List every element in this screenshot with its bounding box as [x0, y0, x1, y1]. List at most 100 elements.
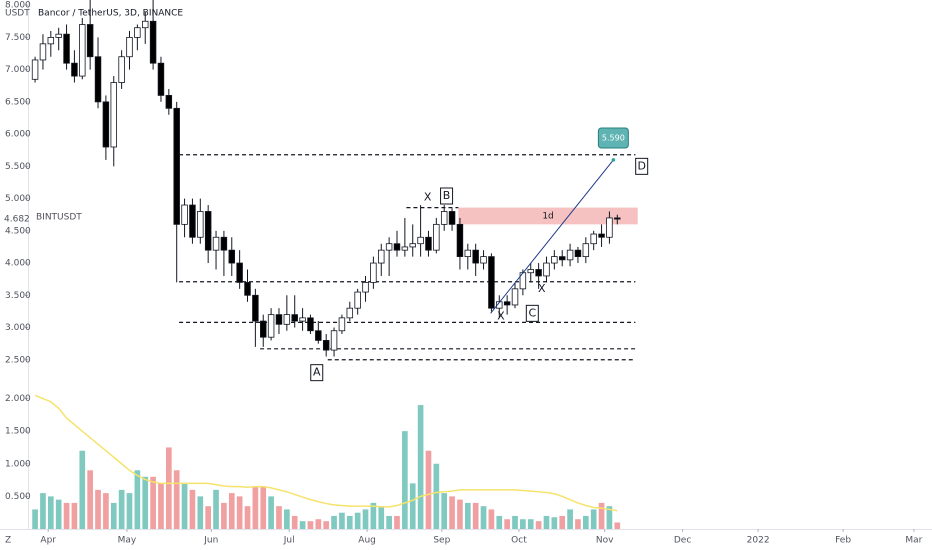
candle-body	[425, 236, 432, 251]
volume-bar	[299, 521, 306, 529]
volume-bar	[520, 519, 526, 529]
volume-bar	[142, 476, 149, 529]
symbol-label: BINTUSDT	[36, 213, 82, 223]
candle-body	[338, 317, 346, 332]
candle-body	[181, 204, 188, 225]
volume-bar	[425, 450, 432, 529]
x-tick-label: May	[118, 536, 137, 546]
candle-body	[511, 288, 519, 306]
candle-body	[378, 249, 385, 264]
volume-bar	[213, 489, 219, 529]
candle-body	[244, 281, 251, 296]
volume-bar	[441, 493, 448, 529]
candle-body	[606, 217, 613, 238]
candle-body	[189, 204, 196, 238]
volume-bar	[590, 509, 597, 529]
candle-body	[299, 317, 306, 322]
last-price-badge	[0, 212, 28, 227]
wave-label: X	[538, 282, 546, 295]
label-box	[525, 304, 539, 322]
volume-bar	[276, 506, 282, 529]
volume-bar	[181, 483, 188, 529]
volume-bar	[32, 509, 38, 529]
y-tick-label: 7.500	[5, 33, 31, 43]
candle-body	[220, 236, 228, 251]
y-tick-label: 7.000	[5, 65, 31, 75]
x-tick-label: Feb	[835, 536, 851, 546]
candle-body	[614, 217, 621, 220]
volume-bar	[315, 519, 322, 529]
candle-body	[157, 62, 165, 96]
y-tick-label: 2.500	[5, 355, 31, 365]
volume-bar	[95, 489, 101, 529]
candle-body	[346, 307, 354, 319]
volume-bar	[197, 496, 204, 529]
candle-body	[39, 43, 47, 61]
volume-bar	[339, 512, 345, 529]
candle-body	[197, 211, 204, 238]
candle-body	[558, 256, 566, 261]
candle-body	[582, 243, 590, 258]
volume-bar	[228, 493, 235, 529]
candle-body	[527, 269, 534, 274]
candle-body	[79, 24, 86, 77]
trend-end	[611, 158, 616, 162]
candle-body	[31, 59, 39, 80]
corner-label: Z	[5, 536, 11, 546]
volume-bar	[323, 521, 330, 529]
volume-bar	[394, 515, 400, 529]
candle-body	[118, 56, 125, 83]
candle-body	[94, 56, 102, 103]
candle-body	[370, 262, 377, 283]
candle-body	[173, 107, 180, 225]
candle-body	[322, 340, 330, 351]
volume-tick-label: 2.000	[5, 394, 31, 404]
candle-body	[291, 314, 298, 322]
candle-body	[401, 246, 409, 251]
candle-body	[212, 236, 220, 251]
wave-label: X	[497, 310, 505, 323]
candle-body	[47, 36, 55, 45]
wave-label: B	[443, 189, 451, 202]
volume-bar	[307, 521, 314, 529]
currency-label: USDT	[5, 9, 30, 19]
volume-bar	[79, 450, 86, 529]
volume-bar	[496, 515, 503, 529]
volume-bar	[244, 506, 251, 529]
y-tick-label: 6.000	[5, 130, 31, 140]
wave-label: C	[528, 306, 536, 319]
volume-bar	[291, 515, 298, 529]
volume-bar	[40, 493, 46, 529]
volume-bar	[47, 496, 54, 529]
x-tick-label: Jul	[283, 536, 295, 546]
candle-body	[315, 330, 322, 341]
volume-bar	[472, 502, 479, 529]
x-tick-label: Jun	[203, 536, 218, 546]
volume-bar	[346, 515, 353, 529]
candle-body	[393, 243, 401, 251]
volume-bar	[158, 483, 164, 529]
volume-bar	[110, 502, 117, 529]
x-tick-label: Oct	[511, 536, 527, 546]
volume-bar	[252, 486, 259, 529]
y-tick-label: 8.000	[5, 1, 31, 11]
candle-body	[551, 256, 558, 264]
volume-bar	[165, 447, 172, 529]
volume-tick-label: 1.000	[5, 459, 31, 469]
candle-body	[252, 294, 259, 322]
x-tick-label: Dec	[674, 536, 691, 546]
candle-body	[433, 223, 440, 251]
candle-body	[236, 262, 243, 283]
x-tick-label: Apr	[40, 536, 56, 546]
volume-bar	[567, 509, 573, 529]
label-box	[440, 187, 454, 205]
candle-body	[472, 249, 479, 264]
volume-bar	[260, 486, 267, 529]
volume-bar	[464, 502, 471, 529]
volume-bar	[236, 496, 243, 529]
candle-body	[480, 256, 487, 264]
volume-bar	[268, 496, 274, 529]
y-tick-label: 5.500	[5, 162, 31, 172]
candle-body	[134, 27, 141, 38]
